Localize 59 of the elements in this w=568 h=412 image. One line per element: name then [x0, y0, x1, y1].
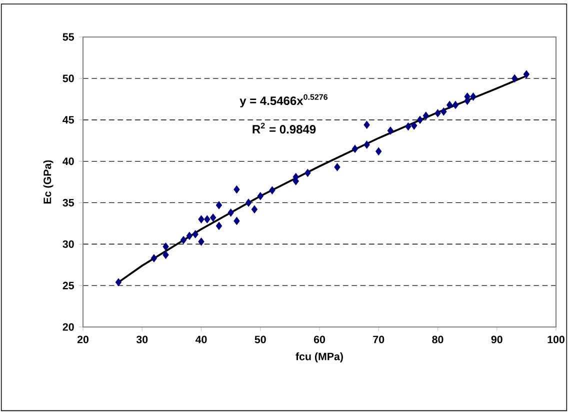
y-tick-label: 30 [62, 240, 74, 248]
x-tick-label: 90 [491, 336, 502, 344]
point [162, 242, 169, 251]
point [150, 254, 158, 262]
point [216, 222, 222, 230]
point [446, 100, 453, 109]
point [186, 232, 192, 240]
point [245, 198, 252, 207]
annotation: y = 4.5466x$^{0.5276}$ [240, 94, 328, 108]
y-tick-label: 50 [62, 74, 74, 82]
point [304, 168, 311, 177]
point [470, 92, 476, 101]
point [216, 201, 222, 210]
x-tick-label: 40 [195, 336, 207, 344]
y-tick-label: 55 [62, 33, 74, 41]
point [234, 216, 240, 225]
point [416, 116, 424, 124]
point [192, 230, 198, 238]
y-tick-label: 20 [62, 323, 74, 331]
point [162, 250, 169, 259]
point [422, 112, 429, 120]
annotation: R$^{2}$ = 0.9849 [252, 122, 316, 134]
point [257, 192, 264, 200]
x-tick-label: 20 [77, 336, 88, 344]
point [364, 120, 370, 129]
point [512, 74, 518, 82]
point [115, 278, 122, 286]
point [234, 185, 240, 194]
point [364, 140, 370, 149]
point [198, 215, 204, 224]
point [387, 126, 394, 135]
y-tick-label: 45 [62, 116, 74, 124]
x-tick-label: 70 [373, 336, 384, 344]
point [352, 144, 358, 153]
y-tick-label: 35 [62, 198, 74, 207]
point [376, 147, 382, 156]
x-tick-label: 100 [548, 336, 564, 344]
x-tick-label: 30 [136, 336, 148, 344]
x-tick-label: 80 [432, 336, 444, 344]
point [180, 236, 187, 244]
x-tick-label: 50 [254, 336, 266, 344]
point [440, 108, 447, 116]
point [434, 109, 441, 118]
point [269, 186, 276, 194]
x-tick-label: 60 [314, 336, 325, 344]
point [405, 122, 412, 130]
point [251, 205, 258, 214]
point [523, 70, 530, 78]
point [198, 238, 204, 246]
point [334, 163, 340, 172]
point [452, 100, 459, 109]
x-axis-title: fcu (MPa) [296, 352, 343, 362]
point [411, 122, 418, 130]
point [204, 215, 210, 224]
point [210, 214, 216, 222]
y-axis-title: Ec (GPa) [43, 160, 54, 204]
point [228, 208, 234, 217]
y-tick-label: 40 [62, 158, 74, 166]
y-tick-label: 25 [62, 282, 74, 290]
